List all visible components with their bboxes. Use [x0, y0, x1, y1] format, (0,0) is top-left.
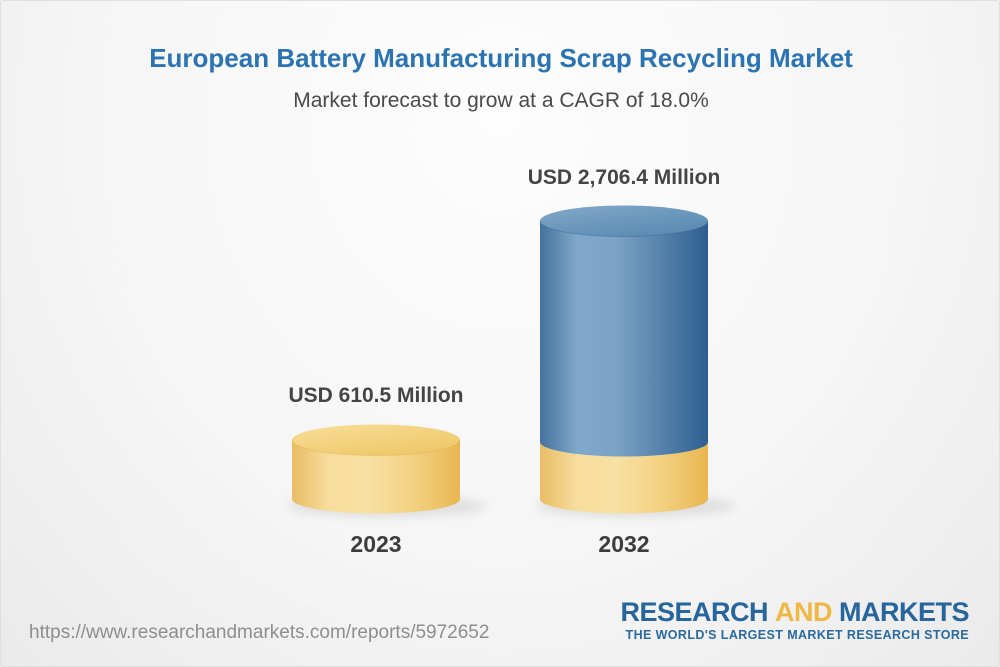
bar-2032-top-rim — [539, 220, 709, 237]
value-label-2032: USD 2,706.4 Million — [527, 166, 721, 189]
logo-wordmark: RESEARCH AND MARKETS — [620, 598, 969, 626]
bar-2023-top-rim — [291, 439, 461, 456]
logo-word-markets: MARKETS — [839, 597, 970, 627]
logo-word-research: RESEARCH — [620, 597, 768, 627]
bar-2023-top — [292, 424, 460, 456]
bar-2032-base-segment — [540, 442, 708, 514]
logo-tagline: THE WORLD'S LARGEST MARKET RESEARCH STOR… — [625, 628, 969, 642]
bar-2032-cylinder — [535, 205, 735, 517]
chart-subtitle: Market forecast to grow at a CAGR of 18.… — [293, 89, 709, 112]
logo-word-and: AND — [775, 597, 833, 627]
bar-2032-body — [540, 221, 708, 457]
bar-2023-cylinder — [287, 424, 487, 517]
bar-2023-body — [292, 440, 460, 514]
chart-title: European Battery Manufacturing Scrap Rec… — [149, 43, 853, 73]
report-url-link[interactable]: https://www.researchandmarkets.com/repor… — [29, 622, 490, 643]
bar-2032-top — [540, 205, 708, 237]
category-label-2032: 2032 — [598, 531, 650, 557]
research-and-markets-logo: RESEARCH AND MARKETS THE WORLD'S LARGEST… — [620, 598, 969, 642]
value-label-2023: USD 610.5 Million — [288, 384, 464, 407]
category-label-2023: 2023 — [350, 531, 402, 557]
